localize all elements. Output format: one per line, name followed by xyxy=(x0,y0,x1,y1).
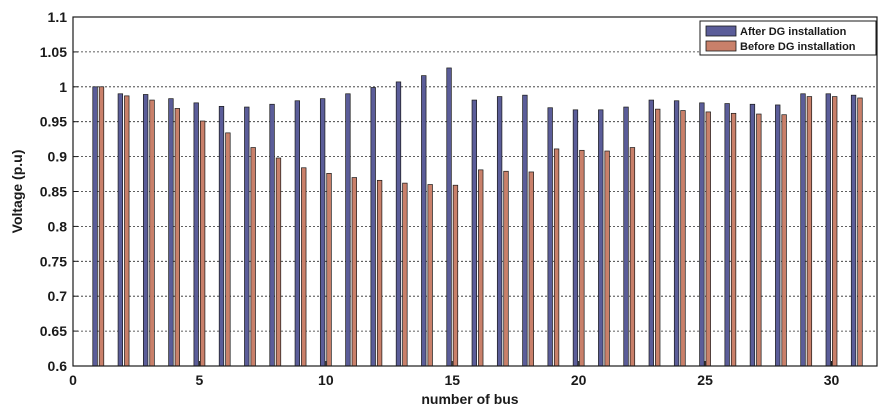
legend: After DG installation Before DG installa… xyxy=(699,20,877,56)
bar-after-dg-bus-19 xyxy=(547,107,553,367)
bar-before-dg-bus-10 xyxy=(326,173,332,367)
bar-before-dg-bus-11 xyxy=(351,177,357,367)
bar-before-dg-bus-29 xyxy=(806,96,813,367)
bar-after-dg-bus-28 xyxy=(775,104,781,367)
bar-after-dg-bus-4 xyxy=(168,98,174,367)
bar-before-dg-bus-30 xyxy=(832,96,838,367)
bar-before-dg-bus-2 xyxy=(124,95,130,367)
bar-after-dg-bus-30 xyxy=(825,93,831,367)
y-axis-label: Voltage (p.u) xyxy=(9,150,25,234)
legend-label-before: Before DG installation xyxy=(740,41,856,53)
bar-after-dg-bus-8 xyxy=(269,103,275,367)
bar-after-dg-bus-17 xyxy=(496,96,503,367)
bar-before-dg-bus-13 xyxy=(402,182,408,367)
bar-after-dg-bus-26 xyxy=(724,103,730,367)
bar-before-dg-bus-6 xyxy=(225,132,231,367)
y-tick-label: 0.65 xyxy=(40,323,67,339)
bar-before-dg-bus-12 xyxy=(376,179,383,367)
bar-before-dg-bus-22 xyxy=(629,147,636,367)
bar-after-dg-bus-13 xyxy=(395,81,402,367)
bar-after-dg-bus-3 xyxy=(142,94,149,367)
bar-before-dg-bus-19 xyxy=(553,148,560,367)
bar-after-dg-bus-7 xyxy=(244,106,250,367)
bar-after-dg-bus-12 xyxy=(370,87,376,367)
bar-before-dg-bus-26 xyxy=(730,112,737,367)
bar-after-dg-bus-15 xyxy=(446,67,452,367)
x-tick-label: 10 xyxy=(318,372,334,388)
y-tick-label: 0.9 xyxy=(48,149,68,165)
x-tick-label: 20 xyxy=(571,372,587,388)
bar-before-dg-bus-16 xyxy=(478,169,484,367)
bar-after-dg-bus-16 xyxy=(471,99,477,367)
bar-before-dg-bus-7 xyxy=(250,147,256,367)
x-axis-label: number of bus xyxy=(421,391,518,407)
bar-before-dg-bus-24 xyxy=(680,110,686,367)
x-tick-label: 25 xyxy=(697,372,713,388)
y-tick-label: 1 xyxy=(59,79,67,95)
bar-after-dg-bus-21 xyxy=(598,109,604,367)
bar-before-dg-bus-4 xyxy=(174,108,180,367)
bar-before-dg-bus-18 xyxy=(528,171,534,367)
bar-after-dg-bus-18 xyxy=(522,94,528,367)
bar-before-dg-bus-21 xyxy=(604,150,610,367)
x-tick-label: 30 xyxy=(824,372,840,388)
bar-before-dg-bus-20 xyxy=(579,149,585,367)
bar-after-dg-bus-29 xyxy=(800,93,806,367)
bar-before-dg-bus-14 xyxy=(427,184,433,367)
bar-after-dg-bus-2 xyxy=(117,93,124,367)
bar-before-dg-bus-3 xyxy=(149,99,155,367)
bar-before-dg-bus-15 xyxy=(452,184,459,367)
bar-after-dg-bus-31 xyxy=(850,94,857,367)
bar-before-dg-bus-27 xyxy=(756,113,762,367)
bar-after-dg-bus-10 xyxy=(319,98,326,367)
bar-before-dg-bus-23 xyxy=(655,108,661,367)
bar-before-dg-bus-17 xyxy=(503,170,509,367)
y-tick-label: 1.1 xyxy=(48,9,68,25)
bar-after-dg-bus-23 xyxy=(648,99,654,367)
x-tick-label: 5 xyxy=(196,372,204,388)
bar-before-dg-bus-31 xyxy=(857,97,863,367)
y-tick-label: 0.6 xyxy=(48,358,68,374)
bar-before-dg-bus-5 xyxy=(199,120,206,367)
bar-after-dg-bus-25 xyxy=(699,102,705,367)
bar-after-dg-bus-1 xyxy=(92,86,98,367)
bar-after-dg-bus-24 xyxy=(673,100,680,367)
bar-before-dg-bus-28 xyxy=(781,114,787,367)
bar-after-dg-bus-27 xyxy=(749,103,756,367)
x-tick-label: 15 xyxy=(444,372,460,388)
y-tick-label: 0.7 xyxy=(48,288,68,304)
legend-swatch-before xyxy=(705,40,737,52)
legend-swatch-after xyxy=(705,25,737,37)
bars-group xyxy=(92,67,863,367)
bar-after-dg-bus-6 xyxy=(218,105,225,367)
x-tick-label: 0 xyxy=(69,372,77,388)
bar-before-dg-bus-9 xyxy=(301,167,307,367)
bar-after-dg-bus-5 xyxy=(193,102,199,367)
y-tick-label: 0.95 xyxy=(40,114,67,130)
bar-after-dg-bus-9 xyxy=(294,100,300,367)
bar-before-dg-bus-1 xyxy=(98,86,105,367)
bar-after-dg-bus-20 xyxy=(572,109,579,367)
y-tick-label: 1.05 xyxy=(40,44,67,60)
y-axis-ticks: 0.6 0.65 0.7 0.75 0.8 0.85 0.9 0.95 1 1.05 1.1 xyxy=(40,9,78,374)
bar-before-dg-bus-8 xyxy=(275,157,282,367)
bar-after-dg-bus-11 xyxy=(345,93,351,367)
legend-label-after: After DG installation xyxy=(740,26,847,38)
y-tick-label: 0.85 xyxy=(40,184,67,200)
y-tick-label: 0.8 xyxy=(48,218,68,234)
y-tick-label: 0.75 xyxy=(40,253,67,269)
bar-after-dg-bus-14 xyxy=(421,75,427,367)
bar-before-dg-bus-25 xyxy=(705,111,711,367)
x-axis-ticks: 0 5 10 15 20 25 30 xyxy=(69,361,839,388)
bar-after-dg-bus-22 xyxy=(623,106,629,367)
